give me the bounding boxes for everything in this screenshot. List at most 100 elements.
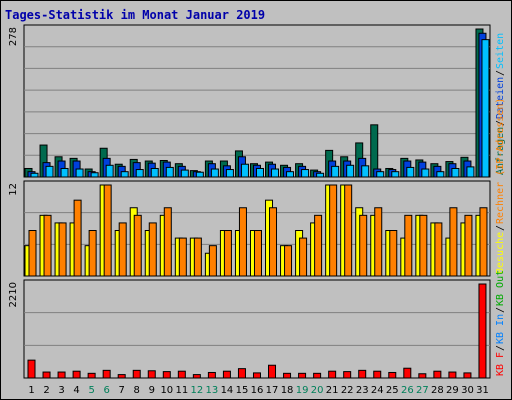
x-label-25: 25 [386,385,399,396]
bar-requests-seiten-1 [30,172,39,178]
bar-requests-seiten-13 [210,168,219,178]
bar-visits-rechner-19 [299,237,308,277]
x-label-9: 9 [149,385,155,396]
bar-traffic-kb f-24 [373,370,382,379]
bar-requests-seiten-28 [436,171,445,178]
legend-kb-in: KB In [495,314,506,344]
x-label-1: 1 [28,385,34,396]
x-label-4: 4 [73,385,79,396]
bar-traffic-kb f-10 [162,371,171,379]
bar-requests-seiten-10 [165,166,174,178]
bar-visits-rechner-22 [344,184,353,277]
legend-kb-out: KB Out [495,270,506,306]
x-label-16: 16 [251,385,264,396]
x-label-11: 11 [175,385,188,396]
bar-requests-seiten-17 [271,168,280,178]
bar-traffic-kb f-31 [478,283,487,379]
bar-traffic-kb f-17 [268,364,277,379]
legend-kb-f: KB F [495,352,506,376]
bar-requests-seiten-20 [316,172,325,178]
bar-requests-seiten-23 [361,165,370,178]
bar-traffic-kb f-20 [313,372,322,379]
bar-visits-rechner-28 [434,222,443,277]
bar-traffic-kb f-28 [433,370,442,379]
bar-visits-rechner-21 [329,184,338,277]
bar-visits-rechner-7 [118,222,127,277]
bar-traffic-kb f-3 [57,371,66,379]
bar-requests-seiten-27 [421,168,430,178]
bar-visits-rechner-4 [73,199,82,277]
bar-requests-seiten-9 [150,167,159,178]
bar-traffic-kb f-22 [343,371,352,379]
x-label-21: 21 [326,385,339,396]
bar-visits-rechner-26 [404,214,413,277]
x-label-13: 13 [206,385,219,396]
bar-visits-rechner-3 [58,222,67,277]
x-label-10: 10 [160,385,173,396]
bar-traffic-kb f-12 [192,374,201,379]
bar-visits-rechner-1 [28,230,37,277]
bar-visits-rechner-17 [269,207,278,277]
bar-requests-seiten-5 [90,172,99,178]
bar-requests-seiten-21 [331,165,340,178]
bar-visits-rechner-10 [163,207,172,277]
bar-requests-seiten-3 [60,167,69,178]
bar-requests-seiten-4 [75,168,84,178]
legend-rechner-ip-adressen-: Rechner (IP-Adressen) [495,98,506,224]
y-max-label: 2210 [8,282,19,307]
legend-besuche: Besuche [495,232,506,274]
legend-sep: / [495,120,506,126]
bar-traffic-kb f-19 [298,372,307,379]
bar-visits-rechner-16 [253,230,262,277]
bar-requests-seiten-22 [346,164,355,178]
x-label-20: 20 [311,385,324,396]
bar-traffic-kb f-5 [87,372,96,379]
x-label-31: 31 [476,385,489,396]
bar-visits-rechner-23 [359,214,368,277]
bar-traffic-kb f-16 [252,372,261,379]
bar-visits-rechner-14 [223,230,232,277]
bar-requests-seiten-19 [301,169,310,178]
x-label-6: 6 [103,385,109,396]
x-label-7: 7 [119,385,125,396]
bar-visits-rechner-24 [374,207,383,277]
bar-requests-seiten-7 [120,171,129,178]
chart-title: Tages-Statistik im Monat Januar 2019 [5,8,266,22]
bar-requests-seiten-30 [466,166,475,178]
bar-visits-rechner-11 [178,237,187,277]
x-label-24: 24 [371,385,384,396]
bar-requests-seiten-31 [481,39,490,178]
x-label-12: 12 [191,385,204,396]
bar-visits-rechner-6 [103,184,112,277]
bar-traffic-kb f-27 [418,373,427,379]
bar-traffic-kb f-14 [222,370,231,379]
bar-requests-seiten-11 [180,169,189,178]
panel-traffic [23,279,491,379]
bar-traffic-kb f-30 [463,372,472,379]
y-max-label: 278 [8,27,19,46]
bar-visits-rechner-8 [133,214,142,277]
x-label-19: 19 [296,385,309,396]
x-label-29: 29 [446,385,459,396]
legend-anfragen: Anfragen [495,127,506,175]
x-label-30: 30 [461,385,474,396]
bar-requests-seiten-2 [45,165,54,178]
bar-traffic-kb f-18 [283,372,292,379]
bar-traffic-kb f-6 [102,369,111,379]
bar-traffic-kb f-26 [403,367,412,379]
bar-requests-seiten-14 [225,169,234,178]
x-label-27: 27 [416,385,429,396]
bar-visits-rechner-27 [419,214,428,277]
bar-visits-rechner-25 [389,230,398,277]
x-label-2: 2 [43,385,49,396]
bar-traffic-kb f-2 [42,371,51,379]
x-label-22: 22 [341,385,354,396]
bar-visits-rechner-13 [208,245,217,277]
bar-traffic-kb f-23 [358,369,367,379]
bar-traffic-kb f-25 [388,371,397,379]
bar-traffic-kb f-1 [27,359,36,379]
bar-visits-rechner-12 [193,237,202,277]
bar-visits-rechner-31 [479,207,488,277]
bar-visits-rechner-15 [238,207,247,277]
